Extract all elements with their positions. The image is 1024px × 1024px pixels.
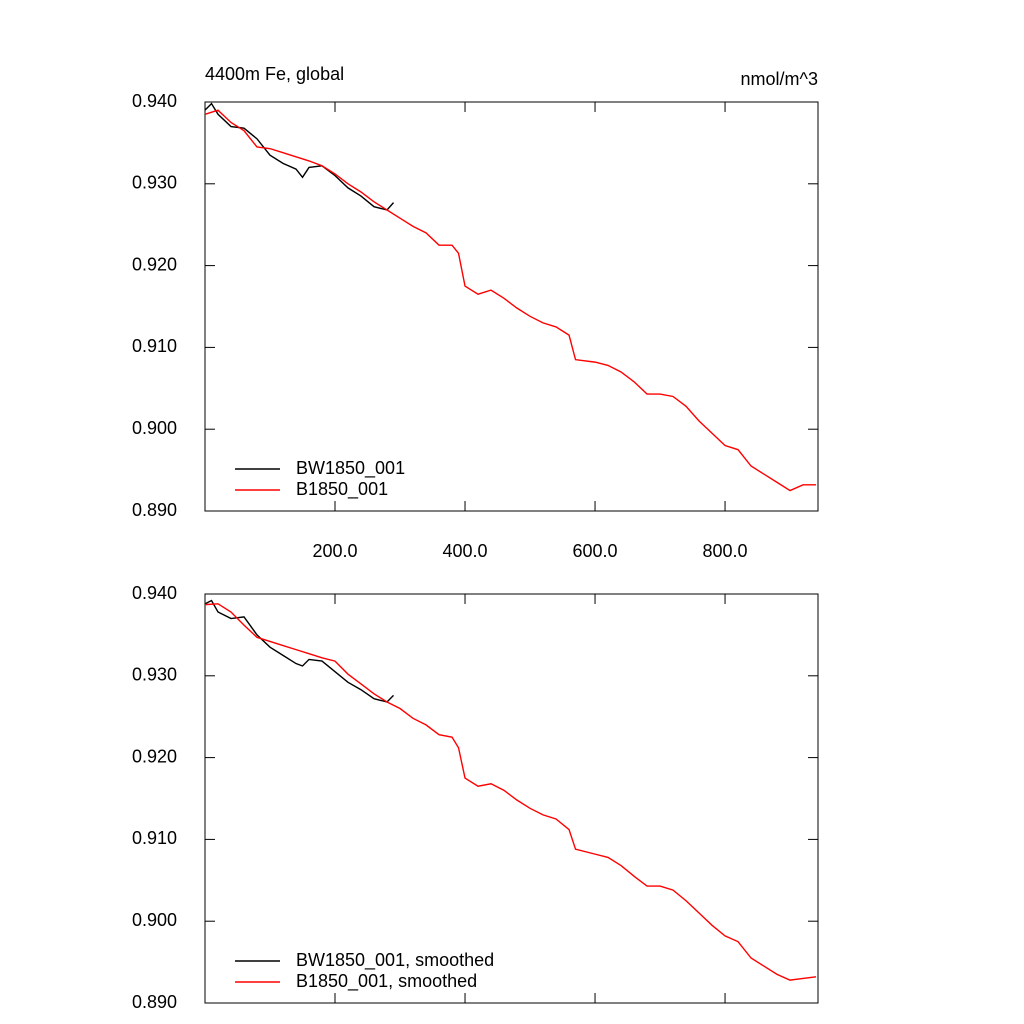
series-line [204,603,817,981]
y-tick-label: 0.920 [132,746,177,766]
y-tick-label: 0.900 [132,910,177,930]
y-tick-label: 0.890 [132,500,177,520]
chart-title: 4400m Fe, global [205,64,344,84]
y-tick-label: 0.910 [132,828,177,848]
y-tick-label: 0.930 [132,665,177,685]
y-tick-label: 0.900 [132,418,177,438]
series-line [204,599,395,703]
legend-label: B1850_001, smoothed [296,971,477,992]
y-tick-label: 0.910 [132,336,177,356]
plot-frame [204,101,819,512]
legend-label: BW1850_001 [296,458,405,479]
y-tick-label: 0.940 [132,91,177,111]
legend-label: B1850_001 [296,479,388,500]
y-tick-label: 0.890 [132,992,177,1012]
legend-label: BW1850_001, smoothed [296,950,494,971]
y-tick-label: 0.920 [132,254,177,274]
series-line [204,102,395,211]
x-tick-label: 200.0 [312,541,357,561]
x-tick-label: 400.0 [442,541,487,561]
y-tick-label: 0.930 [132,173,177,193]
y-tick-label: 0.940 [132,583,177,603]
series-line [204,109,817,492]
x-tick-label: 600.0 [573,541,618,561]
units-label: nmol/m^3 [741,69,818,89]
plot-frame [204,593,819,1004]
x-tick-label: 800.0 [703,541,748,561]
